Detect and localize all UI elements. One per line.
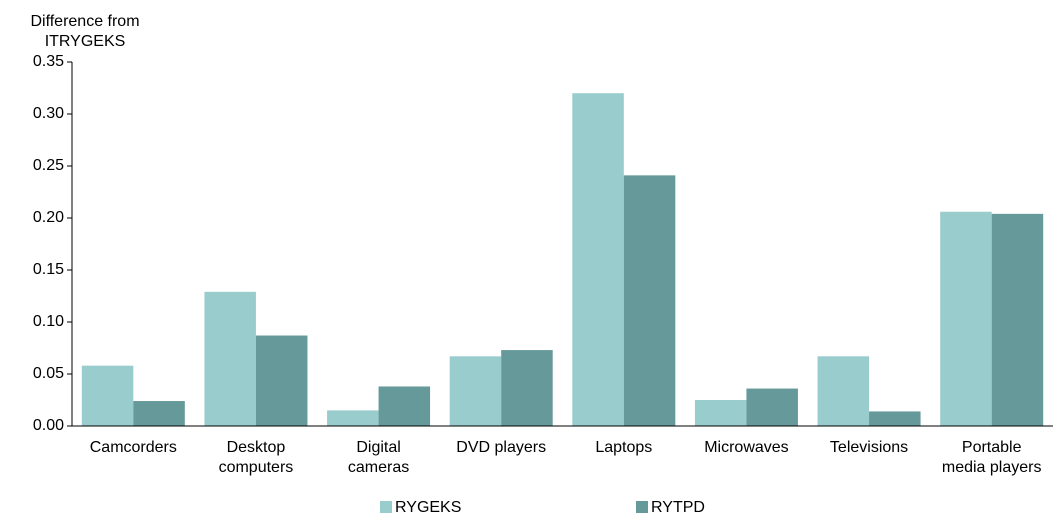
bar [449,356,502,426]
x-tick-label: Desktop computers [218,439,294,476]
legend-label: RYTPD [651,499,705,515]
y-tick-label: 0.05 [33,365,64,382]
bar [623,175,676,426]
bar [746,388,798,426]
y-axis-label: Difference from ITRYGEKS [30,13,140,50]
y-tick-label: 0.00 [33,417,64,434]
y-tick-label: 0.15 [33,261,64,278]
y-tick-label: 0.25 [33,157,64,174]
bar [940,211,992,426]
bar [133,401,185,426]
x-tick-label: DVD players [456,439,547,456]
bar [327,410,379,426]
y-tick-label: 0.30 [33,105,64,122]
legend-swatch [636,501,648,513]
x-tick-label: Camcorders [89,439,177,456]
bar [255,335,308,426]
bar [81,365,134,426]
x-tick-label: Laptops [595,439,653,456]
bar [817,356,870,426]
x-tick-label: Microwaves [704,439,789,456]
x-tick-label: Digital cameras [347,439,410,476]
bar [204,291,256,426]
y-tick-label: 0.35 [33,53,64,70]
bar [572,93,624,426]
legend-swatch [380,501,392,513]
x-tick-label: Portable media players [941,439,1042,476]
bar [378,386,431,426]
y-tick-label: 0.10 [33,313,64,330]
bar [694,400,747,426]
x-tick-label: Televisions [829,439,909,456]
y-tick-label: 0.20 [33,209,64,226]
bar [869,411,921,426]
bar [501,350,553,426]
legend-label: RYGEKS [395,499,461,515]
bar [991,213,1044,426]
